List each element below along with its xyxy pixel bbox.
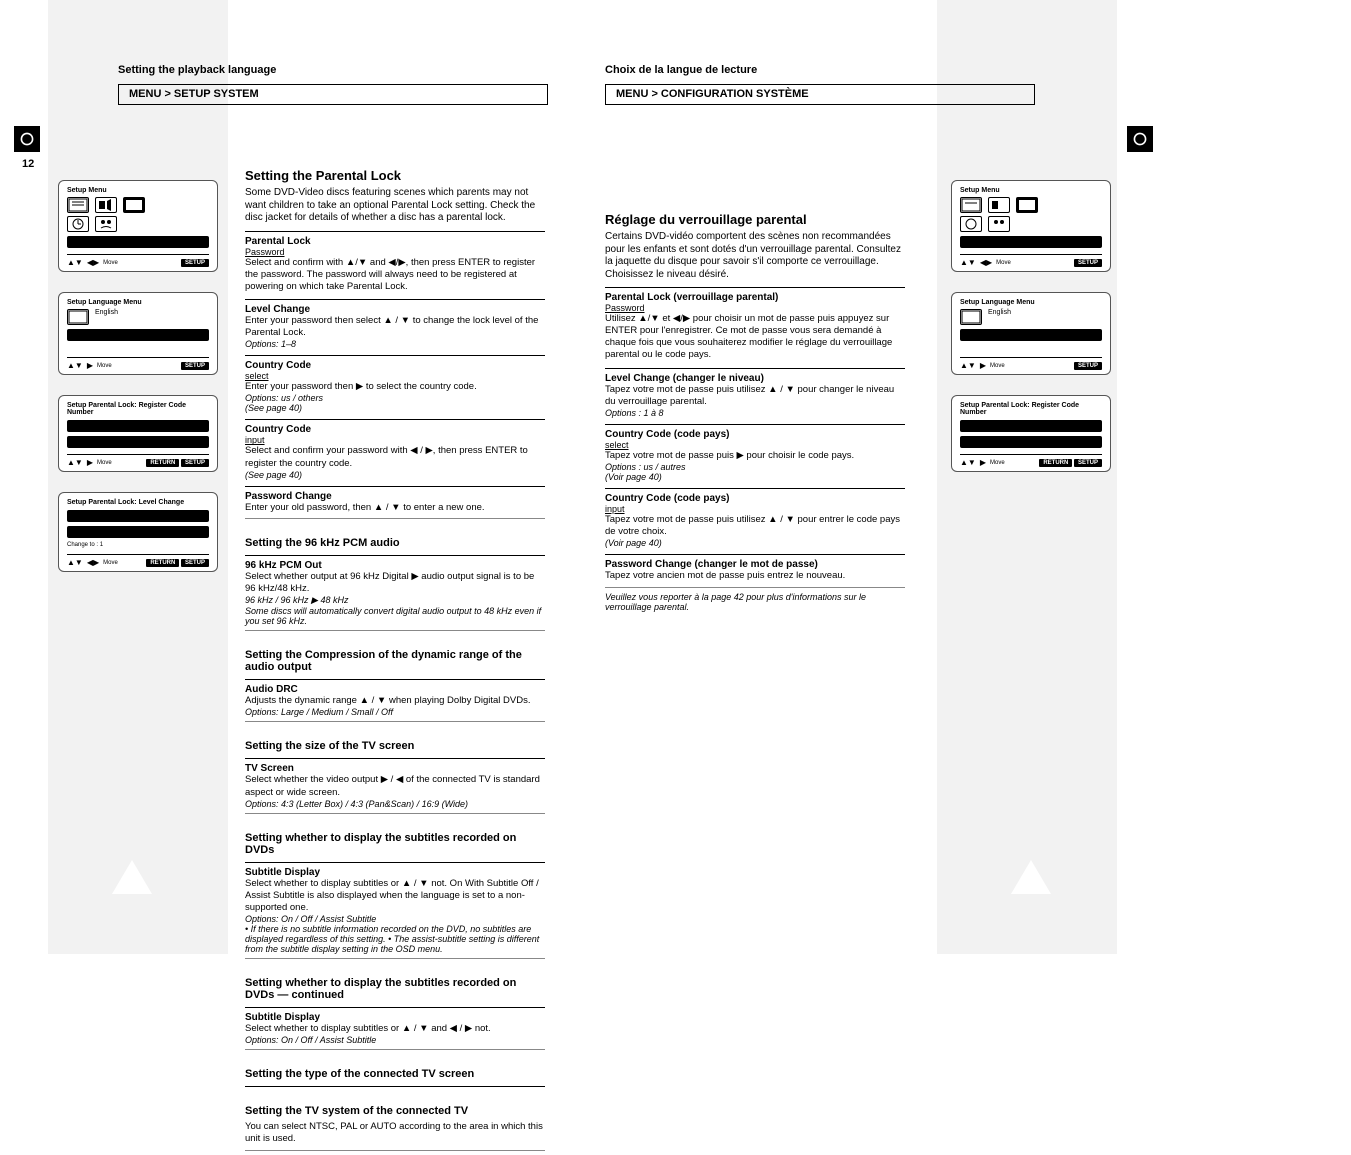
page-edge-mark-left (14, 126, 40, 152)
column-french: Réglage du verrouillage parental Certain… (605, 150, 905, 612)
thumbnails-fr: Setup Menu ▲▼◀▶Move SETUP Setup Language… (951, 180, 1111, 492)
thumb-language-menu-fr: Setup Language Menu English ▲▼▶Move SETU… (951, 292, 1111, 375)
thumb-level-change: Setup Parental Lock: Level Change Change… (58, 492, 218, 572)
flap-triangle-left (112, 860, 152, 894)
icon-lang-small (67, 309, 89, 325)
left-page-pretitle: Setting the playback language (118, 64, 276, 76)
icon-language (67, 197, 89, 213)
page-edge-mark-right (1127, 126, 1153, 152)
icon-audio (95, 197, 117, 213)
en-intro: Some DVD-Video discs featuring scenes wh… (245, 187, 545, 225)
icon-parental (95, 216, 117, 232)
icon-display (123, 197, 145, 213)
flap-triangle-right (1011, 860, 1051, 894)
page-number-left: 12 (22, 158, 34, 170)
right-breadcrumb-box: MENU > CONFIGURATION SYSTÈME (605, 84, 1035, 105)
column-english: Setting the Parental Lock Some DVD-Video… (245, 150, 545, 1155)
icon-clock (67, 216, 89, 232)
thumbnails-en: Setup Menu ▲▼◀▶Move SETUP Setup Language… (58, 180, 218, 592)
left-breadcrumb-box: MENU > SETUP SYSTEM (118, 84, 548, 105)
right-page-pretitle: Choix de la langue de lecture (605, 64, 757, 76)
thumb-setup-menu-fr: Setup Menu ▲▼◀▶Move SETUP (951, 180, 1111, 272)
thumb-register-code: Setup Parental Lock: Register Code Numbe… (58, 395, 218, 472)
thumb-setup-menu: Setup Menu ▲▼◀▶Move SETUP (58, 180, 218, 272)
fr-section-title: Réglage du verrouillage parental (605, 212, 905, 227)
thumb-language-menu: Setup Language Menu English ▲▼▶Move SETU… (58, 292, 218, 375)
en-section-title: Setting the Parental Lock (245, 168, 545, 183)
fr-intro: Certains DVD-vidéo comportent des scènes… (605, 231, 905, 281)
thumb-register-code-fr: Setup Parental Lock: Register Code Numbe… (951, 395, 1111, 472)
